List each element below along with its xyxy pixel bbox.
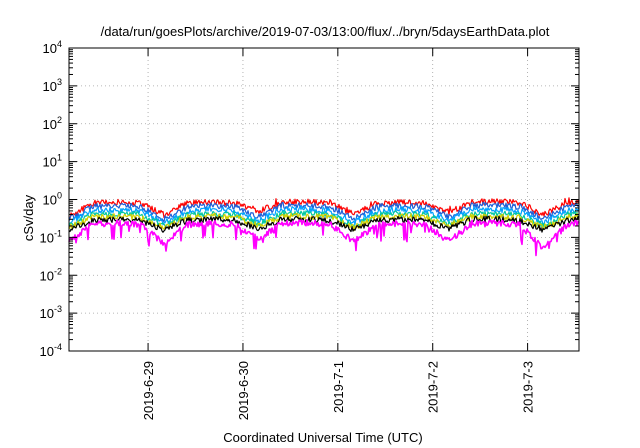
y-tick-label: 100 bbox=[43, 191, 62, 208]
y-tick-label: 102 bbox=[43, 115, 62, 132]
x-tick-label: 2019-7-1 bbox=[331, 361, 346, 413]
x-tick-label: 2019-7-3 bbox=[521, 361, 536, 413]
y-tick-label: 10-3 bbox=[40, 304, 62, 321]
series-line bbox=[68, 197, 580, 220]
series-line bbox=[68, 201, 580, 223]
x-axis-label: Coordinated Universal Time (UTC) bbox=[223, 430, 422, 445]
ticks: 10-4 10-3 10-2 10-1 100 101 102 103 104 2019-6-29… bbox=[40, 39, 579, 420]
y-tick-label: 10-4 bbox=[40, 342, 62, 359]
series-line bbox=[68, 219, 580, 257]
series-line bbox=[68, 210, 580, 228]
grid bbox=[69, 48, 579, 351]
y-tick-label: 10-1 bbox=[40, 228, 62, 245]
y-tick-label: 104 bbox=[43, 39, 62, 56]
x-tick-label: 2019-6-30 bbox=[236, 361, 251, 420]
y-tick-label: 101 bbox=[43, 153, 62, 170]
x-tick-label: 2019-6-29 bbox=[141, 361, 156, 420]
chart-title: /data/run/goesPlots/archive/2019-07-03/1… bbox=[101, 24, 550, 39]
series-line bbox=[68, 205, 580, 226]
series-layer bbox=[68, 197, 580, 257]
y-tick-label: 103 bbox=[43, 77, 62, 94]
y-axis-label: cSv/day bbox=[21, 194, 36, 241]
x-tick-label: 2019-7-2 bbox=[426, 361, 441, 413]
y-tick-label: 10-2 bbox=[40, 266, 62, 283]
